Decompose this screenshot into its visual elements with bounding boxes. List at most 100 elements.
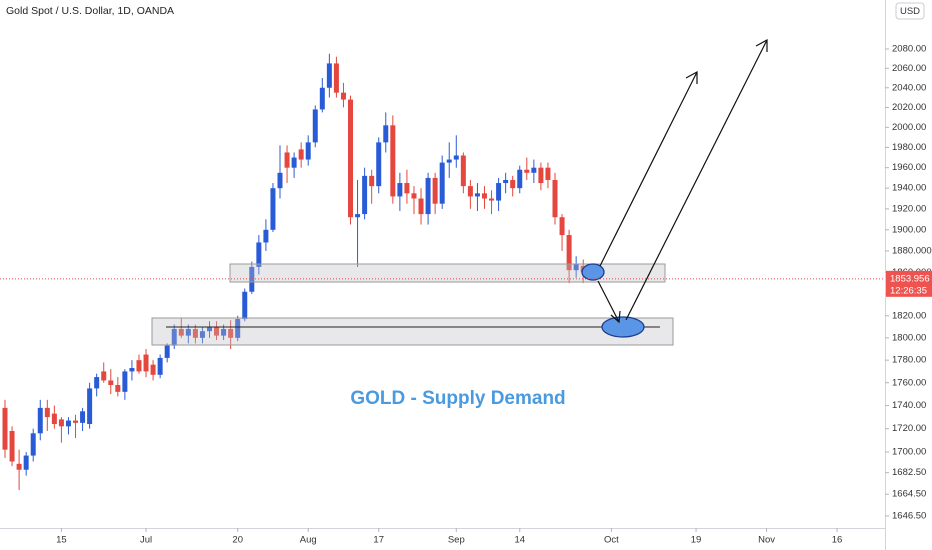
candle-body bbox=[108, 380, 114, 386]
candle-body bbox=[115, 385, 121, 392]
candle-body bbox=[538, 167, 544, 184]
candle-body bbox=[460, 155, 466, 187]
candle-body bbox=[298, 149, 304, 160]
y-tick-label: 2060.00 bbox=[892, 63, 926, 74]
candle-body bbox=[489, 198, 495, 201]
candle-body bbox=[425, 177, 431, 215]
y-tick-label: 1900.00 bbox=[892, 224, 926, 235]
x-tick-label: 17 bbox=[373, 535, 384, 546]
candle-body bbox=[73, 420, 79, 423]
y-tick-label: 2000.00 bbox=[892, 122, 926, 133]
candle-body bbox=[277, 172, 283, 189]
candle-body bbox=[333, 63, 339, 93]
candle-body bbox=[150, 364, 156, 375]
candle-body bbox=[164, 345, 170, 358]
y-tick-label: 1682.50 bbox=[892, 467, 926, 478]
candle-body bbox=[319, 87, 325, 110]
candle-body bbox=[418, 198, 424, 215]
axes: 1646.50 1664.50 1682.50 1700.00 1720.00 1740.… bbox=[56, 2, 932, 546]
candle-body bbox=[411, 193, 417, 199]
y-tick-label: 1800.00 bbox=[892, 332, 926, 343]
supply-demand-zone bbox=[151, 317, 674, 346]
currency-label: USD bbox=[900, 6, 920, 17]
target-ellipse bbox=[581, 263, 605, 281]
candle-body bbox=[284, 152, 290, 168]
x-tick-label: 14 bbox=[514, 535, 525, 546]
candle-body bbox=[87, 388, 93, 425]
candle-body bbox=[566, 235, 572, 271]
x-tick-label: Jul bbox=[140, 535, 152, 546]
arrow bbox=[599, 71, 698, 267]
candle-body bbox=[340, 92, 346, 100]
candle-body bbox=[122, 371, 128, 392]
candle-body bbox=[44, 407, 50, 418]
candle-body bbox=[439, 162, 445, 204]
y-tick-label: 2080.00 bbox=[892, 43, 926, 54]
candle-body bbox=[65, 420, 71, 427]
candle-body bbox=[23, 455, 29, 470]
candle-body bbox=[531, 167, 537, 173]
candle-body bbox=[573, 263, 579, 271]
candle-body bbox=[94, 377, 100, 389]
y-tick-label: 2020.00 bbox=[892, 102, 926, 113]
candle-body bbox=[143, 354, 149, 372]
candle-body bbox=[185, 328, 191, 336]
candle-body bbox=[30, 433, 36, 456]
candle-body bbox=[312, 109, 318, 143]
y-tick-label: 1720.00 bbox=[892, 423, 926, 434]
x-tick-label: 19 bbox=[691, 535, 702, 546]
currency-box bbox=[895, 2, 925, 20]
y-tick-label: 1920.00 bbox=[892, 203, 926, 214]
y-tick-label: 1880.000 bbox=[892, 245, 932, 256]
target-ellipse bbox=[601, 316, 645, 338]
candle-body bbox=[171, 328, 177, 346]
candle-body bbox=[305, 142, 311, 160]
candle-body bbox=[242, 291, 248, 320]
candle-body bbox=[362, 175, 368, 215]
x-tick-label: 20 bbox=[232, 535, 243, 546]
candle-body bbox=[291, 157, 297, 168]
candle-body bbox=[467, 186, 473, 197]
candle-body bbox=[397, 183, 403, 197]
candle-body bbox=[199, 331, 205, 338]
candle-body bbox=[37, 407, 43, 434]
candle-body bbox=[369, 175, 375, 187]
arrow-head bbox=[610, 310, 621, 324]
y-tick-label: 2040.00 bbox=[892, 82, 926, 93]
candle-body bbox=[9, 430, 15, 462]
chart-title: Gold Spot / U.S. Dollar, 1D, OANDA bbox=[6, 5, 174, 17]
candle-body bbox=[214, 326, 220, 336]
candle-body bbox=[503, 179, 509, 184]
y-tick-label: 1646.50 bbox=[892, 510, 926, 521]
candle-body bbox=[559, 217, 565, 236]
candle-body bbox=[136, 360, 142, 372]
y-tick-label: 1664.50 bbox=[892, 489, 926, 500]
candle-body bbox=[383, 125, 389, 143]
candle-body bbox=[129, 368, 135, 372]
candle-body bbox=[453, 155, 459, 160]
arrows bbox=[597, 38, 768, 324]
candle-body bbox=[545, 167, 551, 180]
x-tick-label: Oct bbox=[604, 535, 619, 546]
candle-body bbox=[249, 266, 255, 292]
y-tick-label: 1980.00 bbox=[892, 142, 926, 153]
candle-body bbox=[228, 328, 234, 338]
candle-body bbox=[517, 169, 523, 189]
candle-body bbox=[326, 63, 332, 88]
y-tick-label: 1760.00 bbox=[892, 377, 926, 388]
candle-body bbox=[496, 183, 502, 201]
candle-body bbox=[178, 328, 184, 336]
x-tick-label: 16 bbox=[832, 535, 843, 546]
candle-body bbox=[101, 371, 107, 381]
candle-body bbox=[432, 177, 438, 204]
candle-body bbox=[157, 357, 163, 375]
x-tick-label: Nov bbox=[758, 535, 775, 546]
supply-demand-zone bbox=[229, 263, 666, 283]
y-tick-label: 1820.00 bbox=[892, 310, 926, 321]
candle-body bbox=[192, 328, 198, 338]
arrow-head bbox=[755, 38, 768, 52]
candle-body bbox=[256, 242, 262, 267]
